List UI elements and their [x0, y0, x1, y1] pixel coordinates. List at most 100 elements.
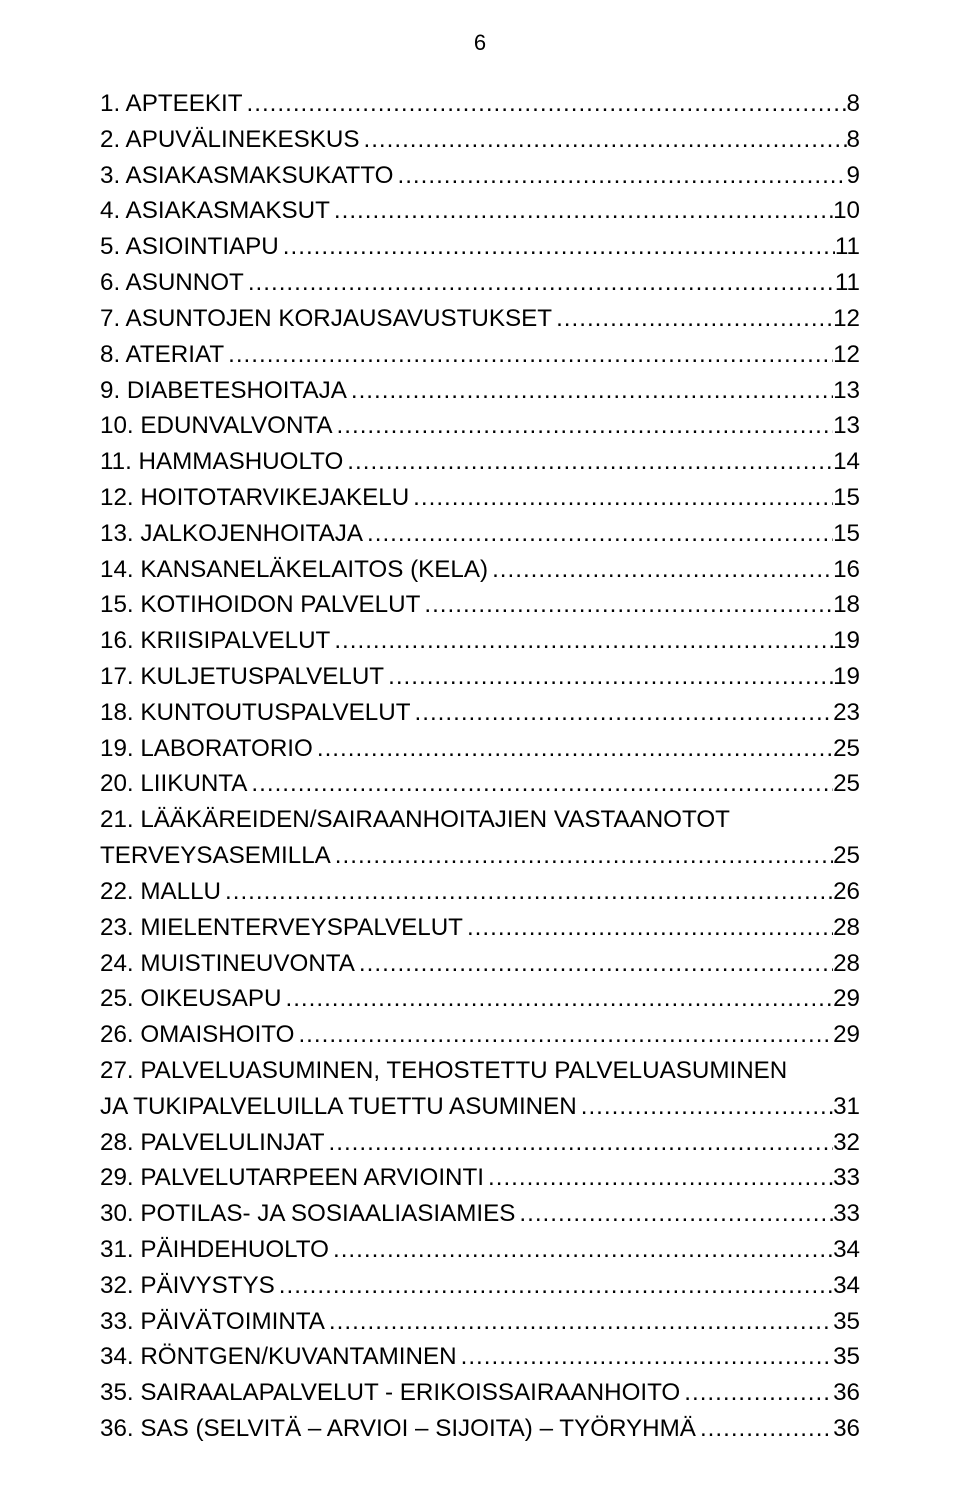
toc-entry-title: 5. ASIOINTIAPU: [100, 229, 279, 265]
toc-leader: [279, 229, 835, 265]
toc-entry-title: 9. DIABETESHOITAJA: [100, 373, 347, 409]
toc-entry-title: 34. RÖNTGEN/KUVANTAMINEN: [100, 1339, 457, 1375]
toc-entry-title: 10. EDUNVALVONTA: [100, 408, 333, 444]
toc-entry-page: 29: [833, 1017, 860, 1053]
toc-entry: 14. KANSANELÄKELAITOS (KELA) 16: [100, 552, 860, 588]
toc-entry: 34. RÖNTGEN/KUVANTAMINEN 35: [100, 1339, 860, 1375]
toc-entry-page: 33: [833, 1196, 860, 1232]
toc-entry-title: 25. OIKEUSAPU: [100, 981, 281, 1017]
toc-entry: 26. OMAISHOITO29: [100, 1017, 860, 1053]
toc-entry-title: 14. KANSANELÄKELAITOS (KELA): [100, 552, 488, 588]
toc-leader: [247, 766, 833, 802]
toc-entry: 36. SAS (SELVITÄ – ARVIOI – SIJOITA) – T…: [100, 1411, 860, 1447]
toc-leader: [409, 480, 833, 516]
toc-leader: [333, 408, 834, 444]
toc-entry: 2. APUVÄLINEKESKUS 8: [100, 122, 860, 158]
toc-entry-title: 20. LIIKUNTA: [100, 766, 247, 802]
toc-entry: 19. LABORATORIO25: [100, 731, 860, 767]
toc-leader: [331, 838, 833, 874]
toc-entry-title: 22. MALLU: [100, 874, 221, 910]
toc-leader: [325, 1304, 833, 1340]
toc-entry: 31. PÄIHDEHUOLTO 34: [100, 1232, 860, 1268]
toc-leader: [313, 731, 833, 767]
toc-entry: 33. PÄIVÄTOIMINTA35: [100, 1304, 860, 1340]
toc-leader: [329, 1232, 833, 1268]
toc-leader: [680, 1375, 833, 1411]
page-number: 6: [100, 30, 860, 56]
toc-leader: [294, 1017, 833, 1053]
toc-leader: [696, 1411, 833, 1447]
toc-entry: 17. KULJETUSPALVELUT19: [100, 659, 860, 695]
toc-entry-page: 34: [833, 1268, 860, 1304]
toc-entry-page: 28: [833, 946, 860, 982]
toc-entry-title: 30. POTILAS- JA SOSIAALIASIAMIES: [100, 1196, 515, 1232]
toc-entry-title: 19. LABORATORIO: [100, 731, 313, 767]
toc-entry: 20. LIIKUNTA25: [100, 766, 860, 802]
toc-entry: 5. ASIOINTIAPU 11: [100, 229, 860, 265]
toc-entry: 18. KUNTOUTUSPALVELUT23: [100, 695, 860, 731]
toc-entry-title: 7. ASUNTOJEN KORJAUSAVUSTUKSET: [100, 301, 552, 337]
toc-entry-page: 19: [833, 623, 860, 659]
toc-entry: 16. KRIISIPALVELUT 19: [100, 623, 860, 659]
toc-entry-page: 13: [833, 373, 860, 409]
toc-entry: 21. LÄÄKÄREIDEN/SAIRAANHOITAJIEN VASTAAN…: [100, 802, 860, 838]
toc-entry-page: 34: [833, 1232, 860, 1268]
toc-entry-page: 19: [833, 659, 860, 695]
toc-entry: 25. OIKEUSAPU29: [100, 981, 860, 1017]
toc-entry-title: 15. KOTIHOIDON PALVELUT: [100, 587, 420, 623]
toc-leader: [393, 158, 846, 194]
toc-entry-page: 25: [833, 838, 860, 874]
toc-leader: [515, 1196, 833, 1232]
toc-entry-page: 18: [833, 587, 860, 623]
toc-entry-page: 11: [835, 229, 860, 265]
toc-entry-title: TERVEYSASEMILLA: [100, 838, 331, 874]
toc-entry-page: 16: [833, 552, 860, 588]
toc-leader: [343, 444, 833, 480]
toc-entry-page: 13: [833, 408, 860, 444]
toc-entry-title: 6. ASUNNOT: [100, 265, 244, 301]
toc-entry: TERVEYSASEMILLA 25: [100, 838, 860, 874]
toc-entry: 24. MUISTINEUVONTA 28: [100, 946, 860, 982]
toc-entry-page: 32: [833, 1125, 860, 1161]
toc-entry-page: 33: [833, 1160, 860, 1196]
toc-leader: [330, 193, 833, 229]
toc-entry-page: 14: [833, 444, 860, 480]
toc-entry: 27. PALVELUASUMINEN, TEHOSTETTU PALVELUA…: [100, 1053, 860, 1089]
toc-entry-title: 35. SAIRAALAPALVELUT - ERIKOISSAIRAANHOI…: [100, 1375, 680, 1411]
toc-entry-page: 8: [847, 86, 860, 122]
toc-leader: [359, 122, 846, 158]
toc-entry: 11. HAMMASHUOLTO 14: [100, 444, 860, 480]
toc-entry-page: 12: [833, 337, 860, 373]
toc-leader: [224, 337, 833, 373]
table-of-contents: 1. APTEEKIT82. APUVÄLINEKESKUS83. ASIAKA…: [100, 86, 860, 1447]
toc-leader: [355, 946, 833, 982]
toc-entry-page: 8: [847, 122, 860, 158]
toc-entry-page: 11: [835, 265, 860, 301]
toc-entry-title: 24. MUISTINEUVONTA: [100, 946, 355, 982]
toc-leader: [463, 910, 833, 946]
toc-entry-page: 23: [833, 695, 860, 731]
toc-entry-title: 4. ASIAKASMAKSUT: [100, 193, 330, 229]
toc-entry-title: 29. PALVELUTARPEEN ARVIOINTI: [100, 1160, 484, 1196]
toc-entry: 23. MIELENTERVEYSPALVELUT28: [100, 910, 860, 946]
toc-entry-page: 9: [847, 158, 860, 194]
toc-entry: 15. KOTIHOIDON PALVELUT 18: [100, 587, 860, 623]
toc-leader: [363, 516, 833, 552]
toc-entry-page: 35: [833, 1339, 860, 1375]
toc-leader: [411, 695, 834, 731]
toc-entry-title: 11. HAMMASHUOLTO: [100, 444, 343, 480]
toc-entry-title: 16. KRIISIPALVELUT: [100, 623, 330, 659]
toc-entry: 22. MALLU26: [100, 874, 860, 910]
toc-entry-page: 31: [833, 1089, 860, 1125]
toc-entry-title: 1. APTEEKIT: [100, 86, 243, 122]
toc-entry-title: 36. SAS (SELVITÄ – ARVIOI – SIJOITA) – T…: [100, 1411, 696, 1447]
toc-entry-title: 8. ATERIAT: [100, 337, 224, 373]
toc-entry-page: 15: [833, 480, 860, 516]
toc-entry-page: 10: [833, 193, 860, 229]
toc-entry-page: 36: [833, 1375, 860, 1411]
toc-entry-title: 2. APUVÄLINEKESKUS: [100, 122, 359, 158]
toc-entry-title: 31. PÄIHDEHUOLTO: [100, 1232, 329, 1268]
toc-entry: 10. EDUNVALVONTA 13: [100, 408, 860, 444]
toc-leader: [330, 623, 833, 659]
toc-entry-title: 33. PÄIVÄTOIMINTA: [100, 1304, 325, 1340]
